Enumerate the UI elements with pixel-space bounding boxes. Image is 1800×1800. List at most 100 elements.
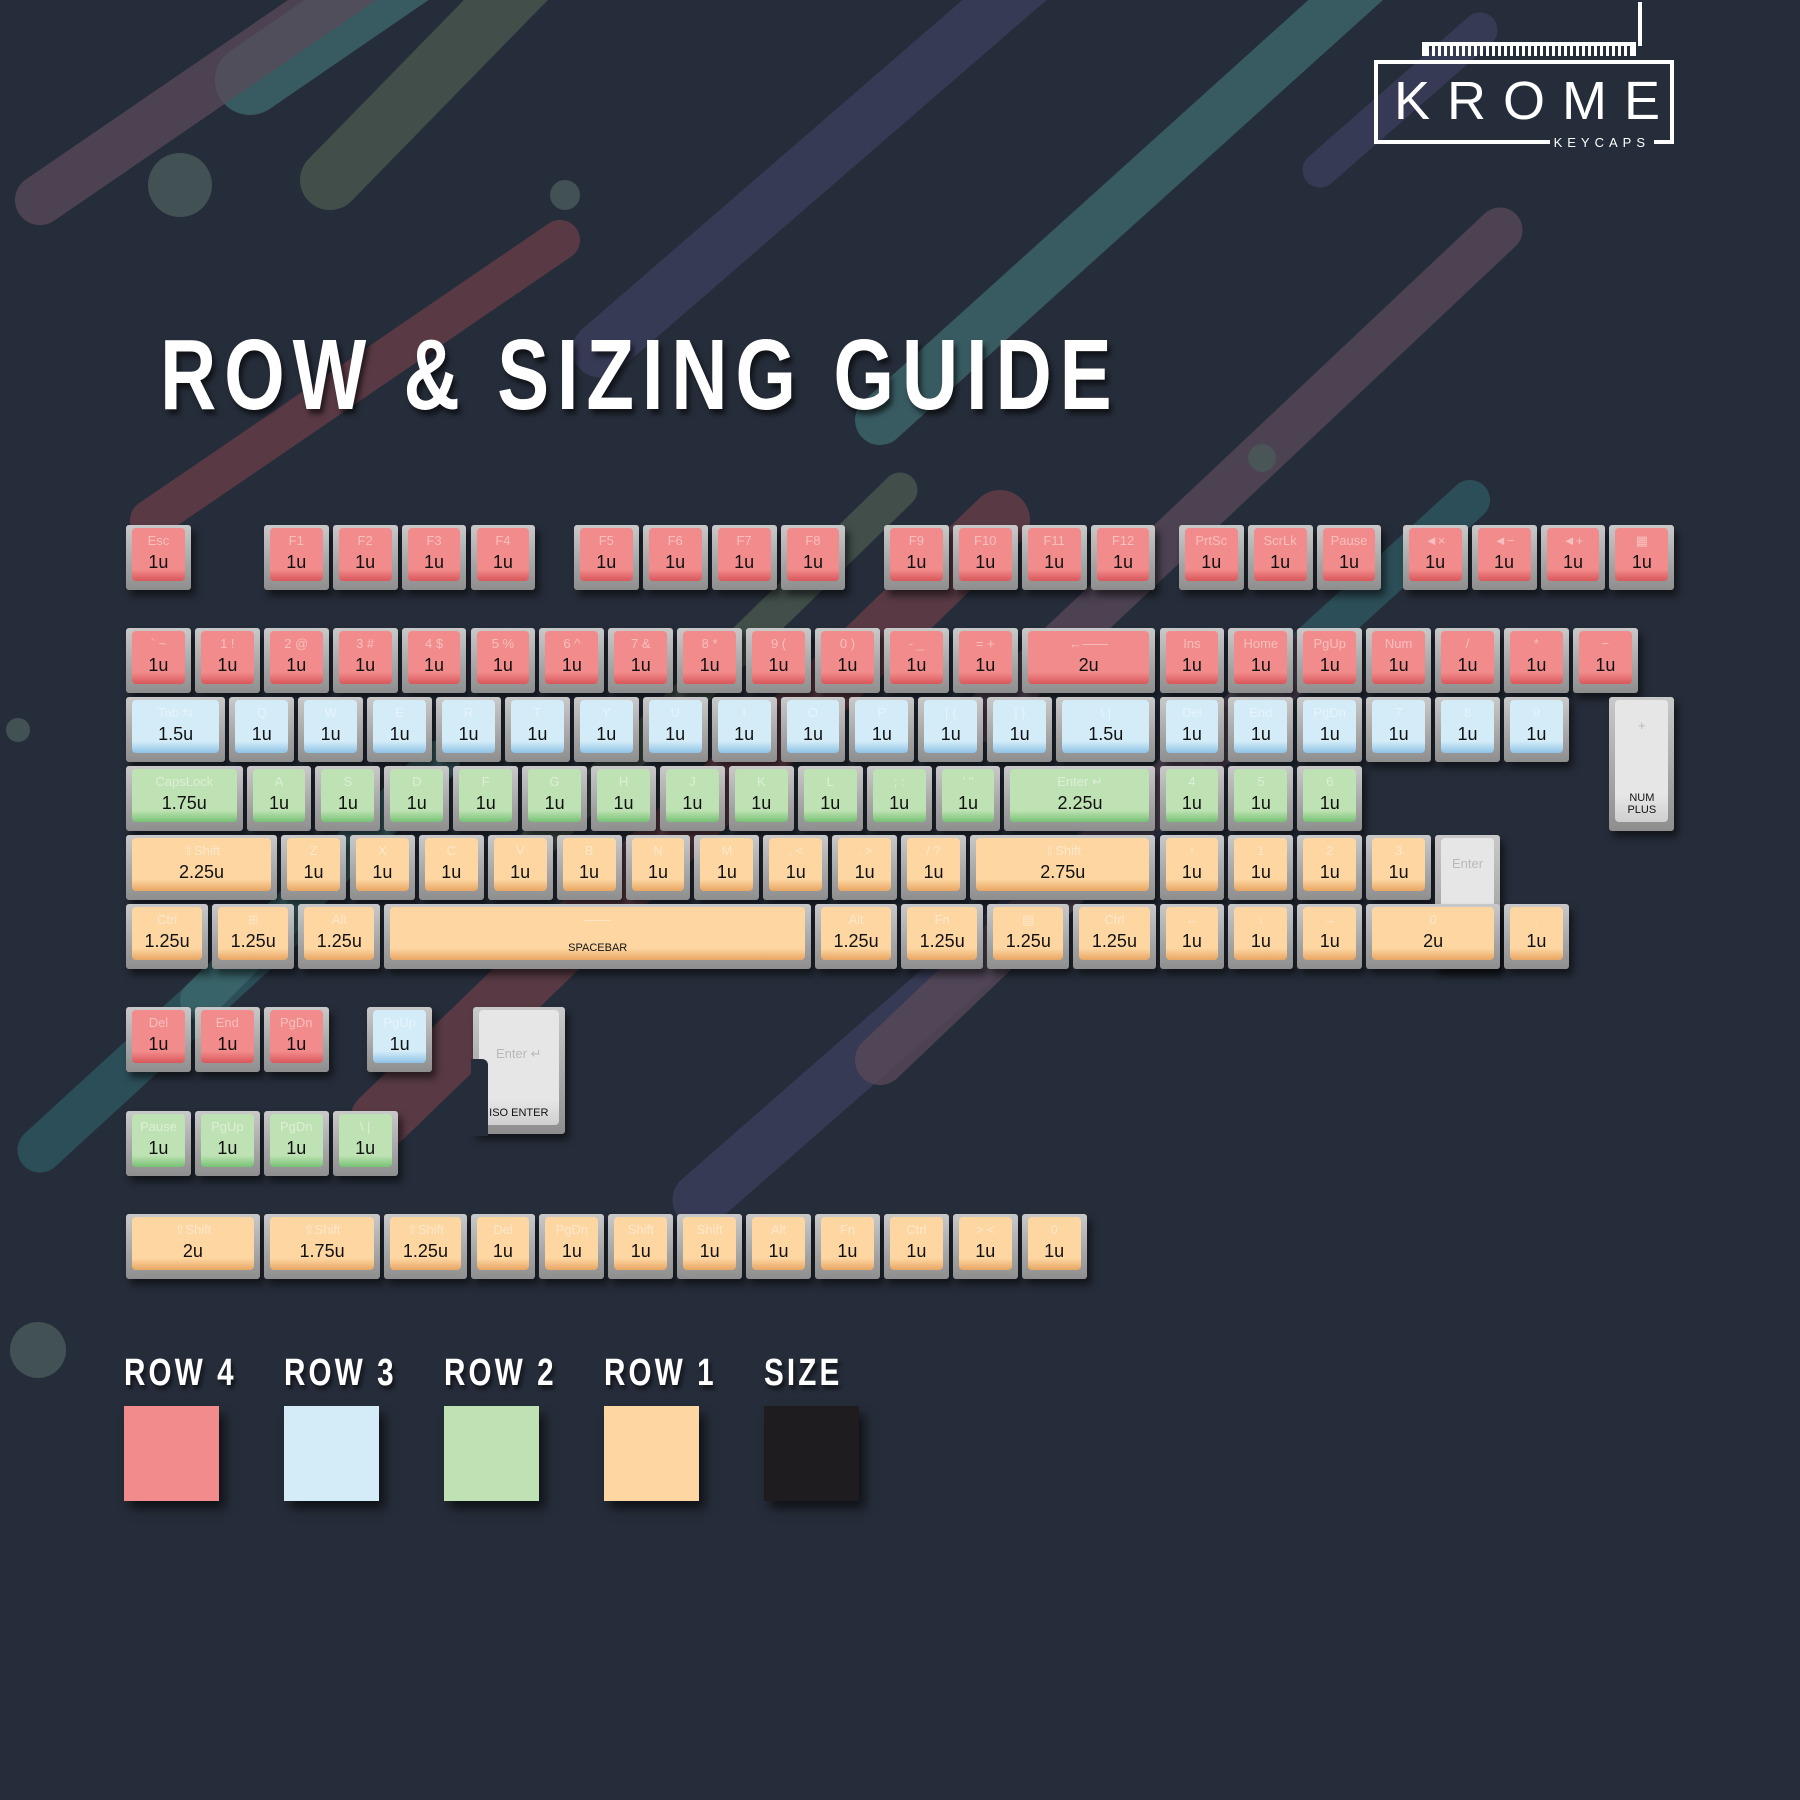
keycap-top: 4 1u [1165,769,1219,823]
key-size-label: 1u [751,793,772,814]
keycap-top: F4 1u [476,528,530,581]
key-legend: → [1323,911,1337,927]
key-size-label: 1u [286,1034,307,1055]
key-legend: ' " [962,774,974,790]
key-legend: PrtSc [1195,533,1228,548]
key-size-label: 1u [1388,724,1409,745]
keycap: N 1u [625,835,691,900]
keycap-top: PgUp 1u [373,1010,427,1064]
keycap: PgDn 1u [1297,697,1363,763]
keycap-top: T 1u [510,700,564,754]
keycap: - _ 1u [883,628,949,694]
keycap-top: G 1u [528,769,582,823]
keycap-top: Shift 1u [683,1217,737,1270]
key-legend: 3 # [356,636,375,652]
legend-label: ROW 1 [604,1352,717,1394]
keycap: ] } 1u [987,697,1053,763]
key-legend: \ | [359,1118,371,1134]
key-legend: 2 [1326,843,1334,859]
keycap: 7 1u [1366,697,1432,763]
key-legend: PgUp [1313,636,1346,652]
key-legend: T [533,705,542,721]
key-legend: 0 [1429,911,1437,927]
key-legend: Tab ⇆ [157,705,194,721]
key-size-label: 1u [1494,551,1515,572]
keycap-top: Alt 1.25u [821,906,892,960]
keycap-top: F1 1u [269,528,323,581]
keycap-top: Enter ↵ ISO ENTER [478,1010,560,1126]
key-size-label: 1.25u [316,930,362,951]
keycap-top: 6 1u [1303,769,1357,823]
key-size-label: 1u [355,551,376,572]
keycap-top: = + 1u [958,631,1012,685]
keycap-top: Y 1u [579,700,633,754]
key-size-label: 1u [1457,655,1478,676]
key-size-label: 1u [975,655,996,676]
keycap-top: 0 2u [1372,906,1494,960]
key-legend: B [584,843,594,859]
key-legend: > < [975,1222,995,1237]
key-legend: F7 [736,533,752,548]
key-legend: F [481,774,490,790]
keycap: ▤ 1.25u [987,903,1070,969]
legend-label: ROW 2 [444,1352,557,1394]
key-size-label: 1u [734,724,755,745]
keycap: F12 1u [1090,525,1156,590]
keycap-top: . 1u [1510,906,1563,960]
key-legend: 6 ^ [563,636,581,652]
keycap-top: PgUp 1u [1303,631,1357,685]
keycap-top: 6 ^ 1u [545,631,599,685]
key-legend: G [549,774,560,790]
key-size-label: 1u [975,551,996,572]
key-legend: E [395,705,404,721]
keycap: Del 1u [470,1214,536,1279]
keycap: ` ~ 1u [126,628,191,694]
key-legend: End [1249,705,1273,721]
keycap-top: F8 1u [786,528,840,581]
keycap-top: ◄× 1u [1408,528,1462,581]
keycap: D 1u [384,766,450,832]
keycap: 5 % 1u [470,628,536,694]
key-legend: F3 [426,533,442,548]
keycap-top: PgUp 1u [200,1113,254,1167]
keycap-top: 3 1u [1372,838,1426,891]
legend-swatch [444,1406,539,1501]
key-legend: Z [309,843,318,859]
key-size-label: 1u [1595,655,1616,676]
keycap-top: + NUM PLUS [1615,700,1669,823]
keycap-top: ↓ 1u [1234,906,1288,960]
keycap: L 1u [797,766,863,832]
key-size-label: 1u [1113,551,1134,572]
logo-coil [1422,42,1636,56]
key-legend: PgDn [279,1118,313,1134]
keycap-top: N 1u [631,838,685,891]
keycap: / ? 1u [901,835,967,900]
key-legend: F10 [974,533,997,548]
keycap: Z 1u [281,835,346,900]
keycap-top: PgDn 1u [1303,700,1357,754]
keycap: → 1u [1297,903,1363,969]
keycap-top: 9 (1u [752,631,805,685]
keycap-top: ⇧Shift 1.75u [269,1217,375,1270]
keycap: 3 1u [1366,835,1432,900]
keycap-top: Enter ↵ 2.25u [1010,769,1150,823]
keycap-top: ↑ 1u [1165,838,1219,891]
key-legend: F8 [805,533,821,548]
key-size-label: 1u [406,793,427,814]
keycap-top: Ctrl 1.25u [1079,906,1150,960]
key-size-label: 1u [1319,724,1340,745]
keycap-top: Home 1u [1234,631,1288,685]
keycap: ⇧Shift 2u [126,1214,260,1279]
keycap-top: ⇧Shift 2.75u [976,838,1150,891]
key-size-label: 2u [182,1240,203,1261]
key-legend: ⇧Shift [303,1222,341,1237]
key-size-label: 1u [682,793,703,814]
key-legend: I [742,705,746,721]
keycap-top: M 1u [700,838,754,891]
keycap: ↑ 1u [1159,835,1225,900]
keycap: S 1u [315,766,381,832]
key-legend: ⇧Shift [174,1222,212,1237]
krome-logo: KROME KEYCAPS [1374,2,1674,150]
key-legend: —— [584,911,611,927]
keycap-top: Del 1u [1165,700,1219,754]
